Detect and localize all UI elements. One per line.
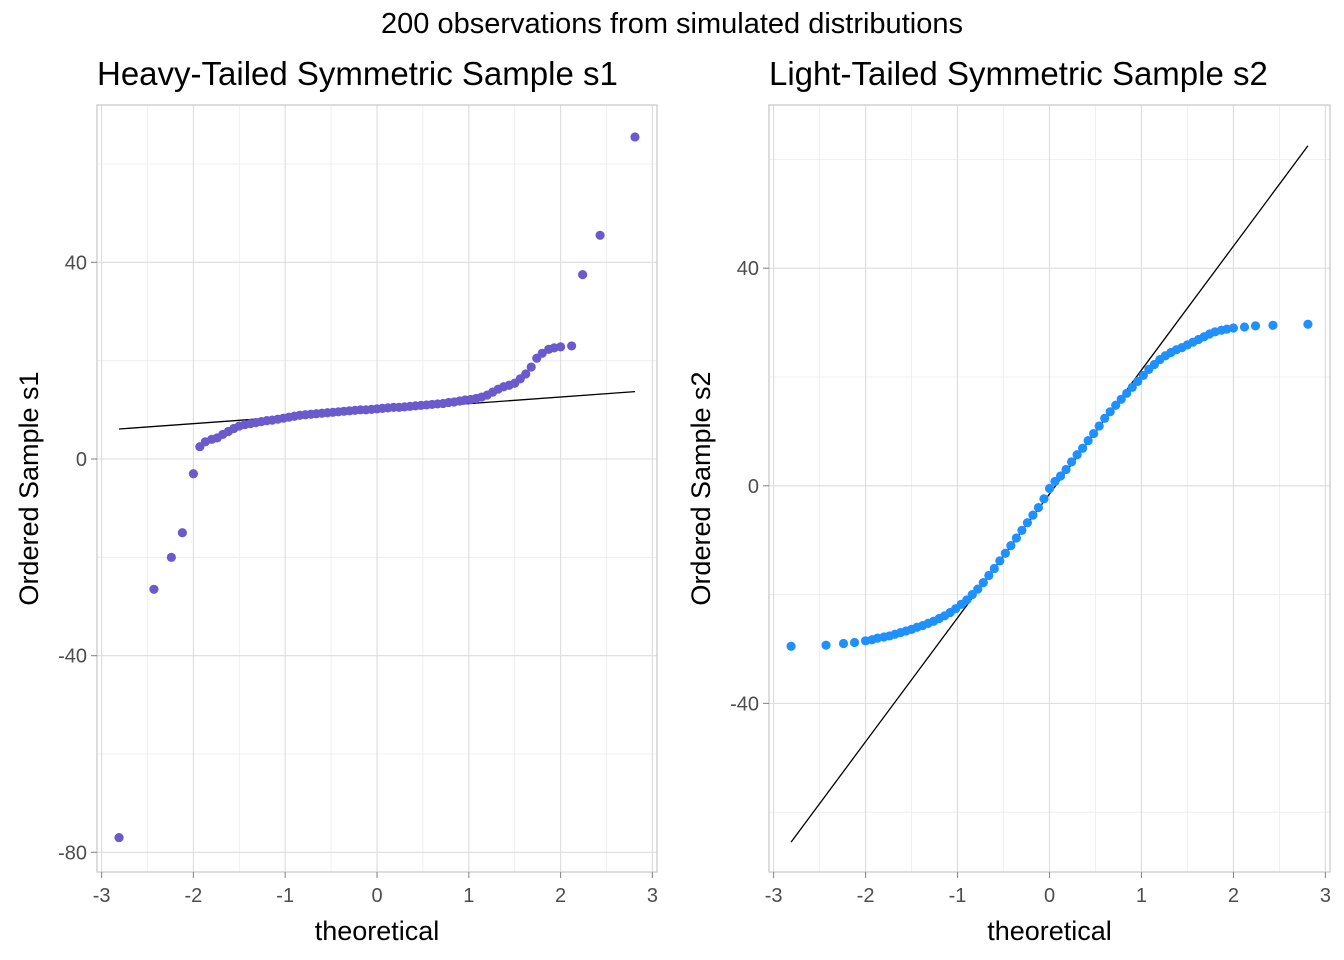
qq-point bbox=[786, 641, 796, 651]
qq-point bbox=[1061, 464, 1071, 475]
qq-point bbox=[1127, 382, 1137, 392]
qq-point bbox=[114, 832, 124, 843]
grid-s1 bbox=[97, 105, 657, 872]
qq-point bbox=[1116, 394, 1126, 404]
ticks-s1: -3 -2 -1 0 1 2 3 -80 -40 0 40 bbox=[58, 252, 658, 907]
qq-point bbox=[578, 270, 588, 280]
y-tick-label: -40 bbox=[730, 693, 759, 715]
panel-title-s2: Light-Tailed Symmetric Sample s2 bbox=[769, 55, 1268, 92]
x-tick-label: 3 bbox=[647, 885, 658, 907]
qq-point bbox=[821, 640, 831, 650]
qq-point bbox=[1303, 319, 1313, 329]
x-tick-label: 1 bbox=[463, 885, 474, 907]
qq-point bbox=[1094, 421, 1104, 431]
qq-point bbox=[1044, 483, 1055, 494]
points-s2 bbox=[786, 319, 1313, 651]
qq-point bbox=[989, 563, 999, 574]
qq-point bbox=[1066, 457, 1077, 467]
y-tick-label: 40 bbox=[65, 252, 87, 274]
x-tick-label: -1 bbox=[276, 885, 294, 907]
qq-point bbox=[1078, 443, 1088, 453]
qq-point bbox=[1268, 320, 1278, 330]
qq-point bbox=[1011, 533, 1021, 543]
reference-line-s2 bbox=[790, 145, 1309, 843]
y-tick-label: -40 bbox=[58, 646, 87, 668]
qq-point bbox=[1228, 323, 1239, 333]
qq-point bbox=[1111, 400, 1121, 410]
qq-point bbox=[188, 469, 198, 479]
x-tick-label: -2 bbox=[857, 885, 875, 907]
points-s1 bbox=[114, 132, 640, 843]
y-tick-label: -80 bbox=[58, 842, 87, 864]
y-tick-label: 0 bbox=[748, 476, 759, 498]
qq-point bbox=[1100, 413, 1110, 423]
qq-point bbox=[973, 584, 983, 594]
x-tick-label: 0 bbox=[371, 885, 382, 907]
qq-point bbox=[1028, 510, 1038, 520]
x-tick-label: 2 bbox=[555, 885, 566, 907]
qq-point bbox=[995, 556, 1005, 566]
qq-point bbox=[1105, 407, 1115, 417]
x-tick-label: -2 bbox=[184, 885, 202, 907]
qq-point bbox=[556, 342, 566, 352]
qq-point bbox=[1122, 388, 1132, 398]
qq-point bbox=[177, 528, 187, 538]
qq-point bbox=[630, 132, 640, 142]
qq-reference-line bbox=[790, 145, 1309, 843]
qq-point bbox=[1033, 502, 1044, 513]
qq-point bbox=[1039, 494, 1049, 504]
figure-title: 200 observations from simulated distribu… bbox=[381, 8, 963, 40]
x-axis-label-s2: theoretical bbox=[987, 916, 1112, 946]
x-tick-label: 0 bbox=[1044, 885, 1055, 907]
y-axis-label-s1: Ordered Sample s1 bbox=[14, 371, 44, 605]
qq-point bbox=[1006, 541, 1016, 551]
x-tick-label: -3 bbox=[93, 885, 111, 907]
x-tick-label: 3 bbox=[1320, 885, 1331, 907]
qq-point bbox=[1072, 450, 1082, 460]
qq-point bbox=[526, 362, 536, 372]
qq-point bbox=[567, 341, 577, 351]
qq-plot-s2: Light-Tailed Symmetric Sample s2 -3 -2 -1 0… bbox=[686, 55, 1331, 946]
qq-point bbox=[1017, 525, 1027, 535]
qq-point bbox=[984, 570, 994, 581]
qq-point bbox=[166, 552, 176, 562]
ticks-s2: -3 -2 -1 0 1 2 3 -40 0 40 bbox=[730, 258, 1331, 907]
qq-point bbox=[978, 578, 988, 588]
qq-point bbox=[595, 230, 605, 240]
qq-point bbox=[1239, 322, 1250, 332]
panel-title-s1: Heavy-Tailed Symmetric Sample s1 bbox=[97, 55, 618, 92]
y-tick-label: 0 bbox=[76, 449, 87, 471]
qq-point bbox=[1055, 471, 1066, 481]
qq-point bbox=[521, 369, 531, 379]
x-tick-label: -3 bbox=[765, 885, 783, 907]
qq-point bbox=[1083, 436, 1093, 446]
qq-point bbox=[1138, 370, 1148, 380]
qq-point bbox=[1133, 376, 1143, 386]
y-tick-label: 40 bbox=[737, 258, 759, 280]
qq-point bbox=[1000, 548, 1010, 558]
x-axis-label-s1: theoretical bbox=[315, 916, 440, 946]
qq-point bbox=[1089, 428, 1099, 439]
x-tick-label: -1 bbox=[949, 885, 967, 907]
x-tick-label: 2 bbox=[1228, 885, 1239, 907]
qq-point bbox=[1022, 518, 1033, 528]
x-tick-label: 1 bbox=[1136, 885, 1147, 907]
qq-point bbox=[838, 638, 849, 649]
qq-plot-s1: Heavy-Tailed Symmetric Sample s1 -3 -2 -1 0… bbox=[14, 55, 658, 946]
qq-point bbox=[849, 637, 860, 648]
y-axis-label-s2: Ordered Sample s2 bbox=[686, 371, 716, 605]
qq-point bbox=[149, 584, 159, 594]
qq-point bbox=[1250, 321, 1261, 331]
